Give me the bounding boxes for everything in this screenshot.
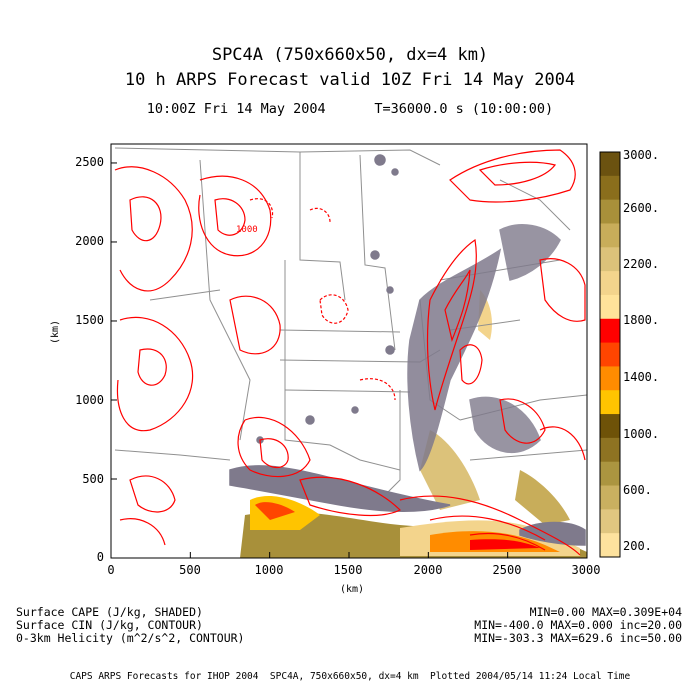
colorbar-label: 1400.: [623, 370, 660, 384]
legend-cin: Surface CIN (J/kg, CONTOUR): [16, 618, 203, 632]
title-line-3: 10:00Z Fri 14 May 2004 T=36000.0 s (10:0…: [146, 101, 554, 117]
plot-credit: CAPS ARPS Forecasts for IHOP 2004 SPC4A,…: [69, 671, 631, 682]
colorbar-band: [600, 509, 620, 534]
x-tick-label: 2000: [413, 563, 443, 577]
colorbar-band: [600, 247, 620, 272]
y-tick-label: 2500: [75, 155, 104, 169]
x-tick-label: 0: [107, 563, 115, 577]
legend-cape-range: MIN=0.00 MAX=0.309E+04: [529, 605, 682, 619]
contour-label: 1000: [236, 225, 258, 235]
colorbar-band: [600, 342, 620, 367]
colorbar-band: [600, 152, 620, 177]
legend-cape: Surface CAPE (J/kg, SHADED): [16, 605, 203, 619]
y-axis-ticks: [111, 162, 117, 559]
y-tick-label: 500: [82, 472, 104, 486]
x-tick-label: 1000: [254, 563, 284, 577]
colorbar-label: 600.: [623, 483, 652, 497]
y-tick-label: 0: [96, 550, 104, 564]
x-tick-label: 2500: [492, 563, 522, 577]
y-tick-label: 1000: [75, 393, 104, 407]
colorbar-band: [600, 175, 620, 201]
x-axis-label: (km): [340, 584, 365, 595]
y-axis-label: (km): [50, 319, 61, 344]
colorbar-label: 1000.: [623, 427, 660, 441]
colorbar-label: 3000.: [623, 148, 660, 162]
colorbar-band: [600, 461, 620, 487]
legend-cin-range: MIN=-400.0 MAX=0.000 inc=20.00: [474, 618, 682, 632]
y-tick-label: 1500: [75, 313, 104, 327]
colorbar-band: [600, 390, 620, 415]
cape-shading: [240, 290, 587, 558]
map-content: 1000: [114, 147, 587, 558]
colorbar-label: 200.: [623, 539, 652, 553]
colorbar-band: [600, 533, 620, 558]
colorbar-band: [600, 414, 620, 439]
colorbar-label: 2200.: [623, 257, 660, 271]
helicity-contours: [114, 149, 586, 556]
x-tick-label: 3000: [571, 563, 601, 577]
cin-contours: [229, 154, 586, 546]
title-line-2: 10 h ARPS Forecast valid 10Z Fri 14 May …: [124, 70, 576, 90]
colorbar-label: 2600.: [623, 201, 660, 215]
colorbar-band: [600, 223, 620, 248]
colorbar-band: [600, 366, 620, 391]
colorbar-band: [600, 437, 620, 463]
colorbar-label: 1800.: [623, 313, 660, 327]
colorbar-band: [600, 485, 620, 510]
x-tick-label: 500: [179, 563, 201, 577]
colorbar-band: [600, 294, 620, 320]
legend-helicity: 0-3km Helicity (m^2/s^2, CONTOUR): [16, 631, 245, 645]
x-axis-ticks: [110, 552, 588, 558]
colorbar-band: [600, 199, 620, 224]
y-tick-label: 2000: [75, 234, 104, 248]
colorbar-band: [600, 271, 620, 296]
colorbar: [600, 152, 620, 558]
x-tick-label: 1500: [333, 563, 363, 577]
title-line-1: SPC4A (750x660x50, dx=4 km): [211, 45, 489, 65]
colorbar-band: [600, 318, 620, 344]
colorbar-frame: [599, 151, 621, 558]
legend-helicity-range: MIN=-303.3 MAX=629.6 inc=50.00: [474, 631, 682, 645]
